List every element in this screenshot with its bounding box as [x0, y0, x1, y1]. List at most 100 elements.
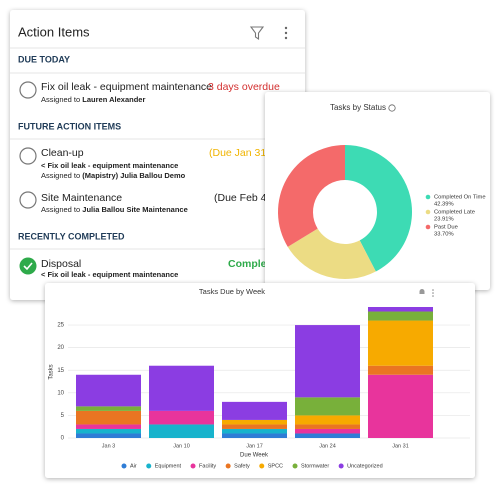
bar-segment	[149, 410, 214, 425]
x-tick-label: Jan 24	[319, 443, 336, 449]
x-tick-label: Jan 31	[392, 443, 409, 449]
legend-label: Uncategorized	[347, 463, 382, 469]
notify-icon[interactable]	[419, 289, 425, 294]
legend-swatch	[190, 463, 196, 469]
assigned-prefix: Assigned to	[41, 171, 80, 180]
legend-label: Past Due	[434, 225, 458, 231]
item-title[interactable]: Site Maintenance	[41, 192, 122, 204]
bar-segment	[295, 397, 360, 416]
section-heading: RECENTLY COMPLETED	[18, 231, 125, 241]
donut-slice	[345, 145, 413, 272]
y-tick-label: 0	[61, 436, 65, 442]
info-icon[interactable]	[388, 104, 396, 112]
filter-icon[interactable]	[249, 26, 265, 41]
bar-segment	[76, 433, 141, 438]
menu-icon[interactable]	[284, 26, 288, 40]
legend-label: Safety	[234, 463, 250, 469]
bar-segment	[76, 406, 141, 411]
y-tick-label: 10	[57, 390, 64, 396]
bar-segment	[368, 311, 433, 321]
y-axis-label: Tasks	[49, 364, 55, 379]
bar-segment	[368, 365, 433, 375]
bar-segment	[222, 419, 287, 425]
menu-icon[interactable]	[432, 289, 434, 297]
legend-label: Facility	[199, 463, 216, 469]
bar-segment	[295, 415, 360, 425]
bar-segment	[368, 320, 433, 366]
card-title: Action Items	[18, 24, 90, 39]
item-parent[interactable]: < Fix oil leak - equipment maintenance	[41, 270, 178, 279]
chart-title: Tasks by Status	[330, 103, 386, 112]
item-title[interactable]: Disposal	[41, 258, 81, 270]
x-tick-label: Jan 10	[173, 443, 190, 449]
legend-swatch	[121, 463, 127, 469]
item-assignee: Assigned to Julia Ballou Site Maintenanc…	[41, 205, 188, 214]
weekly-card: Tasks Due by Week 0 5 10 15 20 25 Tasks Due Wee…	[45, 283, 475, 478]
legend-value: 33.70%	[434, 232, 454, 238]
legend-swatch	[259, 463, 265, 469]
x-tick-label: Jan 3	[102, 443, 115, 449]
assignee: Julia Ballou Site Maintenance	[82, 205, 187, 214]
y-tick-label: 25	[57, 323, 64, 329]
item-status: (Due Jan 31st)	[209, 147, 278, 159]
section-heading: FUTURE ACTION ITEMS	[18, 121, 121, 131]
action-items-card: Action Items DUE TODAY Fix oil leak - eq…	[10, 10, 305, 300]
item-assignee: Assigned to Lauren Alexander	[41, 95, 145, 104]
section-heading: DUE TODAY	[18, 54, 70, 64]
assigned-prefix: Assigned to	[41, 205, 80, 214]
legend-label: Completed Late	[434, 210, 475, 216]
x-tick-label: Jan 17	[246, 443, 263, 449]
checkbox[interactable]	[19, 81, 37, 99]
bar-segment	[76, 410, 141, 425]
item-assignee: Assigned to (Mapistry) Julia Ballou Demo	[41, 171, 186, 180]
legend-label: Completed On Time	[434, 195, 486, 201]
assignee: Lauren Alexander	[82, 95, 145, 104]
legend-value: 42.39%	[434, 202, 454, 208]
bar-segment	[222, 401, 287, 420]
bar-segment	[295, 424, 360, 429]
check-icon	[23, 262, 33, 271]
y-tick-label: 20	[57, 345, 64, 351]
legend-swatch	[292, 463, 298, 469]
donut-slice	[287, 228, 376, 280]
checkbox[interactable]	[19, 191, 37, 209]
legend-swatch	[146, 463, 152, 469]
checkbox[interactable]	[19, 147, 37, 165]
bar-segment	[222, 433, 287, 438]
y-tick-label: 5	[61, 413, 65, 419]
item-status: 3 days overdue	[208, 81, 280, 93]
item-status: Complete	[228, 258, 276, 270]
assigned-prefix: Assigned to	[41, 95, 80, 104]
donut-slice	[277, 145, 345, 247]
legend-swatch	[425, 209, 431, 215]
chart-title: Tasks Due by Week	[199, 287, 265, 296]
legend-value: 23.91%	[434, 217, 454, 223]
bar-segment	[76, 428, 141, 434]
bar-segment	[149, 424, 214, 438]
legend-swatch	[425, 224, 431, 230]
legend-swatch	[425, 194, 431, 200]
legend-swatch	[338, 463, 344, 469]
card	[10, 10, 305, 300]
item-title[interactable]: Fix oil leak - equipment maintenance	[41, 81, 212, 93]
bar-segment	[368, 307, 433, 312]
legend-label: SPCC	[268, 463, 283, 469]
item-status: (Due Feb 4th)	[214, 192, 279, 204]
legend-swatch	[225, 463, 231, 469]
item-parent[interactable]: < Fix oil leak - equipment maintenance	[41, 161, 178, 170]
bar-segment	[295, 428, 360, 434]
bar-segment	[222, 424, 287, 429]
bar-segment	[368, 374, 433, 438]
item-title[interactable]: Clean-up	[41, 147, 84, 159]
bar-segment	[295, 433, 360, 438]
checkbox-checked[interactable]	[19, 257, 37, 275]
assignee: (Mapistry) Julia Ballou Demo	[82, 171, 185, 180]
bar-segment	[295, 325, 360, 398]
bar-segment	[222, 428, 287, 434]
legend-label: Air	[130, 463, 137, 469]
bar-segment	[149, 365, 214, 411]
bar-segment	[76, 424, 141, 429]
bar-segment	[76, 374, 141, 407]
